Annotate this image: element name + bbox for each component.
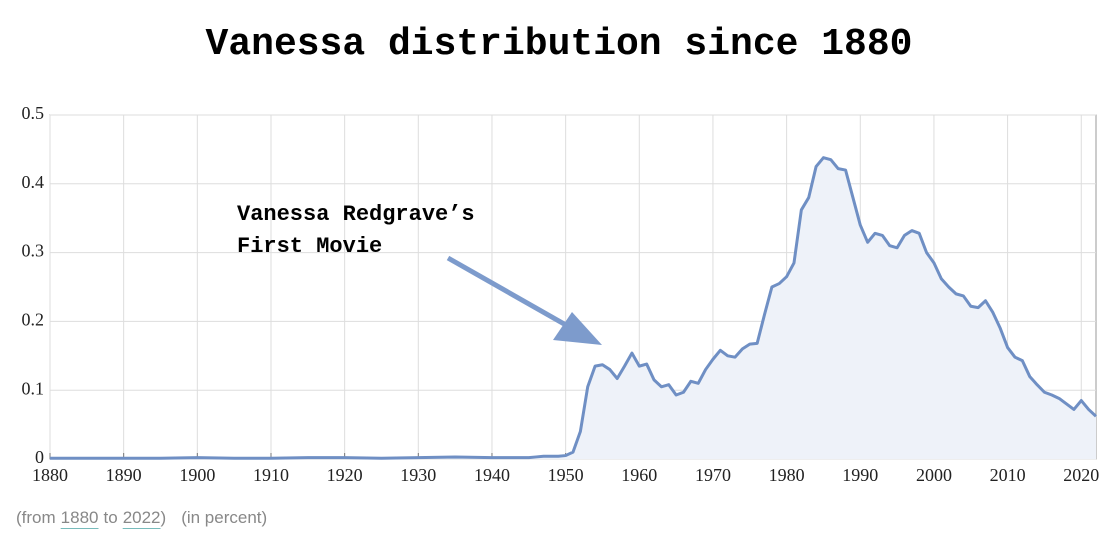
x-tick-label: 2000 [916,465,952,485]
y-tick-label: 0.4 [22,172,45,192]
x-tick-label: 1960 [621,465,657,485]
y-tick-label: 0 [35,447,44,467]
x-tick-label: 1930 [400,465,436,485]
chart: 0 0.1 0.2 0.3 0.4 0.5 1880 1890 1900 1910 1920 1930… [22,23,1100,485]
x-tick-label: 1990 [842,465,878,485]
x-tick-label: 1940 [474,465,510,485]
area [50,157,1096,459]
footnote-text: ) [160,508,167,527]
footnote-text: (from [16,508,56,527]
x-tick-label: 1900 [179,465,215,485]
footnote-text: to [103,508,118,527]
x-tick-label: 1980 [769,465,805,485]
annotation-arrowhead [553,312,602,345]
start-year-link[interactable]: 1880 [60,508,99,527]
x-tick-label: 1890 [106,465,142,485]
x-tick-label: 1880 [32,465,68,485]
annotation: Vanessa Redgrave’s [237,202,475,227]
footnote: (from 1880 to 2022) (in percent) [16,508,272,528]
x-tick-label: 2010 [990,465,1026,485]
chart-title: Vanessa distribution since 1880 [206,23,913,66]
annotation: First Movie [237,234,382,259]
x-tick-label: 1910 [253,465,289,485]
x-tick-label: 1950 [548,465,584,485]
y-tick-label: 0.2 [22,310,45,330]
annotation-arrow [446,255,582,336]
y-tick-label: 0.1 [22,378,45,398]
unit-note: (in percent) [181,508,268,527]
y-tick-label: 0.3 [22,241,45,261]
y-tick-label: 0.5 [22,103,45,123]
end-year-link[interactable]: 2022 [122,508,161,527]
line [50,156,1098,460]
x-tick-label: 2020 [1063,465,1099,485]
x-tick-label: 1920 [327,465,363,485]
x-tick-label: 1970 [695,465,731,485]
